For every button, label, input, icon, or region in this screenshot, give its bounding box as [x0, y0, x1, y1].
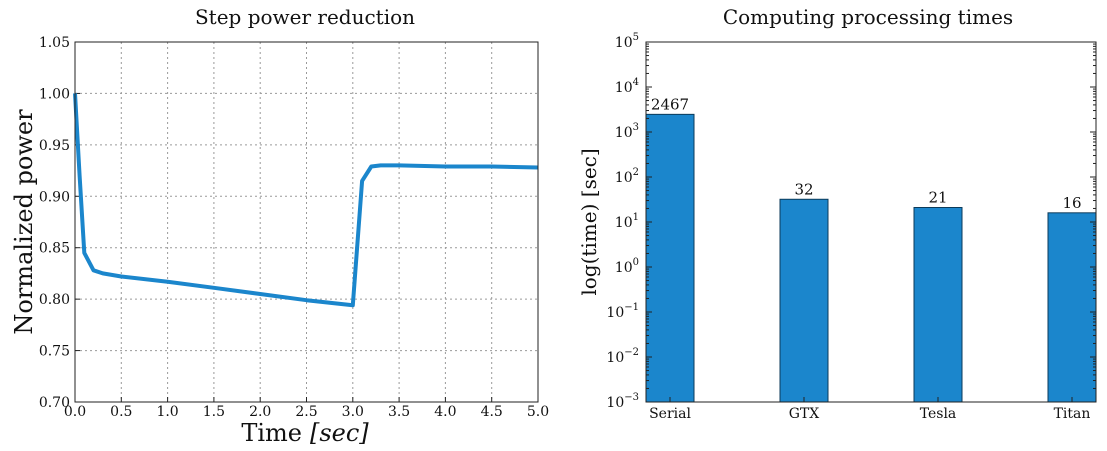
y-tick-base: 10: [615, 215, 633, 231]
line-chart-title: Step power reduction: [195, 5, 415, 29]
x-tick-label: 2.0: [249, 404, 271, 420]
y-tick-base: 10: [615, 80, 633, 96]
line-chart-ticks: 0.0 0.5 1.0 1.5 2.0 2.5 3.0 3.5 4.0 4.5 5.0 0.70 0.7…: [39, 35, 549, 420]
y-tick-label: 0.80: [39, 292, 70, 308]
x-tick-label: 3.0: [342, 404, 364, 420]
x-tick-label: 4.5: [481, 404, 503, 420]
xlabel-unit: [sec]: [310, 419, 369, 447]
x-category-label: Titan: [1054, 406, 1091, 422]
y-tick-label: 1.00: [39, 86, 70, 102]
y-tick-exponent: 3: [633, 122, 639, 133]
y-tick-base: 10: [615, 35, 633, 51]
bar-serial: [645, 113, 695, 403]
y-tick-base: 10: [606, 305, 624, 321]
line-chart-grid: [74, 41, 539, 403]
x-category-label: Serial: [649, 406, 691, 422]
y-tick-label: 10−2: [606, 347, 639, 366]
y-tick-exponent: 4: [633, 77, 639, 88]
x-tick-label: 1.5: [203, 404, 225, 420]
xlabel-text: Time: [241, 419, 302, 447]
bar-chart-ylabel: log(time) [sec]: [577, 148, 601, 295]
y-tick-label: 103: [615, 122, 639, 141]
y-tick-label: 10−1: [606, 302, 639, 321]
bar-tesla: [913, 207, 963, 403]
bar-value-label: 21: [928, 189, 947, 207]
y-tick-label: 0.70: [39, 395, 70, 411]
bar-value-label: 2467: [651, 95, 689, 113]
y-tick-label: 0.90: [39, 189, 70, 205]
y-tick-label: 0.95: [39, 138, 70, 154]
y-tick-exponent: 0: [633, 257, 639, 268]
y-tick-label: 104: [615, 77, 639, 96]
y-tick-label: 102: [615, 167, 639, 186]
x-tick-label: 3.5: [388, 404, 410, 420]
y-tick-label: 0.85: [39, 241, 70, 257]
y-tick-label: 101: [615, 212, 639, 231]
y-tick-label: 1.05: [39, 35, 70, 51]
x-tick-label: 0.0: [64, 404, 86, 420]
y-tick-exponent: −1: [624, 302, 639, 313]
y-tick-exponent: −3: [624, 392, 639, 403]
bar-chart-frame: [645, 41, 1097, 403]
line-chart-ylabel: Normalized power: [10, 109, 38, 335]
line-chart-frame: [74, 41, 539, 403]
x-tick-label: 1.0: [156, 404, 178, 420]
y-tick-base: 10: [615, 170, 633, 186]
bar-value-label: 16: [1062, 194, 1081, 212]
y-tick-label: 105: [615, 32, 639, 51]
x-tick-label: 2.5: [295, 404, 317, 420]
bar-value-label: 32: [794, 180, 813, 198]
line-chart: Step power reduction 0.0 0.5 1.0 1.5 2.0 2.5 3…: [10, 5, 549, 447]
bar-chart-title: Computing processing times: [723, 5, 1013, 29]
y-tick-base: 10: [606, 395, 624, 411]
y-tick-exponent: 1: [633, 212, 639, 223]
y-tick-base: 10: [606, 350, 624, 366]
bar-chart-bars: 2467 32 21 16: [645, 95, 1097, 403]
y-tick-label: 0.75: [39, 344, 70, 360]
y-tick-exponent: −2: [624, 347, 639, 358]
x-tick-label: 0.5: [110, 404, 132, 420]
y-tick-label: 10−3: [606, 392, 639, 411]
line-series-power: [73, 93, 539, 308]
x-tick-label: 4.0: [434, 404, 456, 420]
bar-titan: [1047, 212, 1097, 403]
y-tick-exponent: 2: [633, 167, 639, 178]
y-tick-label: 100: [615, 257, 639, 276]
bar-gtx: [779, 198, 829, 403]
y-tick-base: 10: [615, 260, 633, 276]
y-tick-base: 10: [615, 125, 633, 141]
x-category-label: Tesla: [920, 406, 957, 422]
x-category-label: GTX: [789, 406, 820, 422]
line-chart-xlabel: Time [sec]: [241, 419, 369, 447]
x-tick-label: 5.0: [527, 404, 549, 420]
y-tick-exponent: 5: [633, 32, 639, 43]
